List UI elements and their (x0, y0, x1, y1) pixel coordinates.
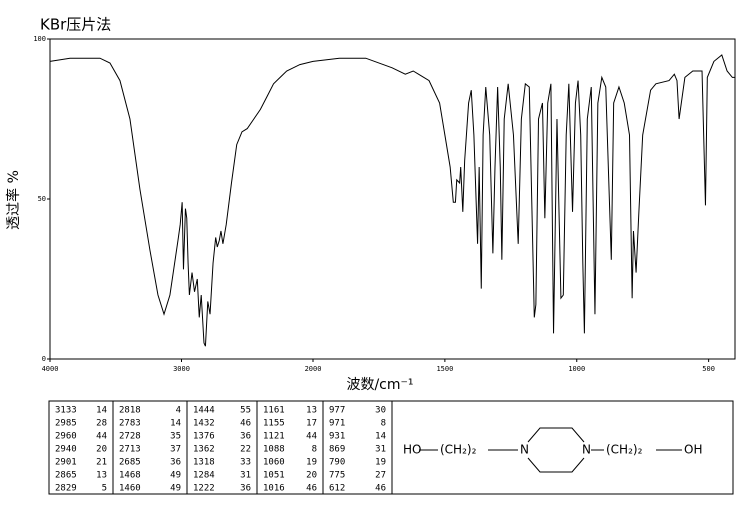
table-wavenumber: 2865 (55, 471, 77, 481)
table-transmittance: 46 (240, 419, 251, 429)
y-tick-label: 0 (42, 355, 46, 363)
table-wavenumber: 1362 (193, 445, 215, 455)
table-wavenumber: 1161 (263, 406, 285, 416)
table-wavenumber: 1051 (263, 471, 285, 481)
table-transmittance: 55 (240, 406, 251, 416)
table-transmittance: 44 (306, 432, 317, 442)
table-transmittance: 33 (240, 458, 251, 468)
x-tick-label: 1500 (436, 365, 453, 373)
table-wavenumber: 1468 (119, 471, 141, 481)
table-transmittance: 27 (375, 471, 386, 481)
y-tick-label: 100 (33, 35, 46, 43)
table-transmittance: 13 (306, 406, 317, 416)
chart-title: KBr压片法 (40, 16, 111, 34)
table-transmittance: 8 (381, 419, 386, 429)
x-axis-label: 波数/cm⁻¹ (346, 377, 413, 393)
table-wavenumber: 1444 (193, 406, 215, 416)
plot-frame (49, 38, 736, 360)
table-transmittance: 20 (96, 445, 107, 455)
group: (CH₂)₂ (606, 443, 643, 457)
table-wavenumber: 3133 (55, 406, 77, 416)
atom: N (520, 443, 529, 457)
table-wavenumber: 1284 (193, 471, 215, 481)
table-transmittance: 36 (240, 432, 251, 442)
table-wavenumber: 2728 (119, 432, 141, 442)
table-wavenumber: 869 (329, 445, 345, 455)
table-wavenumber: 931 (329, 432, 345, 442)
table-transmittance: 22 (240, 445, 251, 455)
table-transmittance: 20 (306, 471, 317, 481)
table-transmittance: 49 (170, 484, 181, 494)
x-tick-label: 3000 (173, 365, 190, 373)
table-transmittance: 14 (96, 406, 107, 416)
table-wavenumber: 1121 (263, 432, 285, 442)
table-wavenumber: 2713 (119, 445, 141, 455)
table-wavenumber: 1016 (263, 484, 285, 494)
table-wavenumber: 1088 (263, 445, 285, 455)
table-wavenumber: 1432 (193, 419, 215, 429)
table-wavenumber: 1460 (119, 484, 141, 494)
table-transmittance: 46 (306, 484, 317, 494)
table-wavenumber: 1155 (263, 419, 285, 429)
table-wavenumber: 612 (329, 484, 345, 494)
x-tick-label: 2000 (305, 365, 322, 373)
table-transmittance: 13 (96, 471, 107, 481)
table-wavenumber: 2960 (55, 432, 77, 442)
table-wavenumber: 977 (329, 406, 345, 416)
table-transmittance: 19 (306, 458, 317, 468)
table-wavenumber: 790 (329, 458, 345, 468)
table-transmittance: 46 (375, 484, 386, 494)
table-wavenumber: 2940 (55, 445, 77, 455)
x-tick-label: 500 (702, 365, 715, 373)
table-transmittance: 37 (170, 445, 181, 455)
y-tick-label: 50 (38, 195, 46, 203)
table-transmittance: 44 (96, 432, 107, 442)
table-transmittance: 49 (170, 471, 181, 481)
table-transmittance: 36 (170, 458, 181, 468)
group: HO (403, 443, 421, 457)
spectrum-line (49, 54, 735, 347)
ring (527, 427, 585, 443)
table-transmittance: 17 (306, 419, 317, 429)
table-wavenumber: 1222 (193, 484, 215, 494)
table-transmittance: 35 (170, 432, 181, 442)
table-frame (48, 400, 734, 495)
ring (527, 457, 585, 473)
table-transmittance: 19 (375, 458, 386, 468)
table-wavenumber: 1376 (193, 432, 215, 442)
table-transmittance: 31 (375, 445, 386, 455)
table-wavenumber: 2783 (119, 419, 141, 429)
table-wavenumber: 2685 (119, 458, 141, 468)
y-axis-label: 透过率 % (5, 170, 22, 230)
table-wavenumber: 2818 (119, 406, 141, 416)
x-tick-label: 1000 (568, 365, 585, 373)
structure: HO (CH₂)₂ N N (CH₂)₂ OH (403, 427, 702, 473)
table-wavenumber: 1318 (193, 458, 215, 468)
table-transmittance: 30 (375, 406, 386, 416)
table-wavenumber: 1060 (263, 458, 285, 468)
group: (CH₂)₂ (440, 443, 477, 457)
table-transmittance: 21 (96, 458, 107, 468)
group: OH (684, 443, 702, 457)
table-transmittance: 28 (96, 419, 107, 429)
table-wavenumber: 971 (329, 419, 345, 429)
table-transmittance: 14 (170, 419, 181, 429)
table-wavenumber: 2901 (55, 458, 77, 468)
table-transmittance: 36 (240, 484, 251, 494)
table-wavenumber: 2985 (55, 419, 77, 429)
atom: N (582, 443, 591, 457)
table-transmittance: 31 (240, 471, 251, 481)
table-transmittance: 8 (312, 445, 317, 455)
x-tick-label: 4000 (42, 365, 59, 373)
table-wavenumber: 775 (329, 471, 345, 481)
table-transmittance: 14 (375, 432, 386, 442)
table-transmittance: 5 (102, 484, 107, 494)
table-wavenumber: 2829 (55, 484, 77, 494)
table-transmittance: 4 (176, 406, 181, 416)
